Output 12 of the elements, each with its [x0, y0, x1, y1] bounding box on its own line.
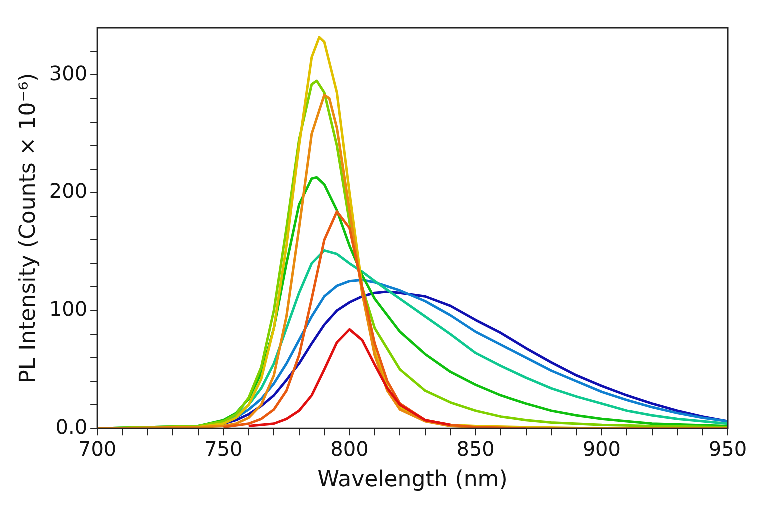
x-tick-label: 750 — [204, 436, 243, 461]
y-axis-title: PL Intensity (Counts × 10⁻⁶) — [16, 73, 41, 384]
y-tick-label: 300 — [49, 61, 88, 86]
x-tick-label: 850 — [456, 436, 495, 461]
x-tick-label: 900 — [582, 436, 622, 461]
x-tick-label: 700 — [78, 436, 117, 461]
y-tick-label: 200 — [49, 179, 88, 204]
y-tick-label: 100 — [49, 296, 88, 321]
x-tick-label: 950 — [708, 436, 748, 461]
x-tick-label: 800 — [330, 436, 369, 461]
y-tick-label: 0.0 — [56, 414, 88, 439]
x-axis-title: Wavelength (nm) — [318, 468, 508, 493]
